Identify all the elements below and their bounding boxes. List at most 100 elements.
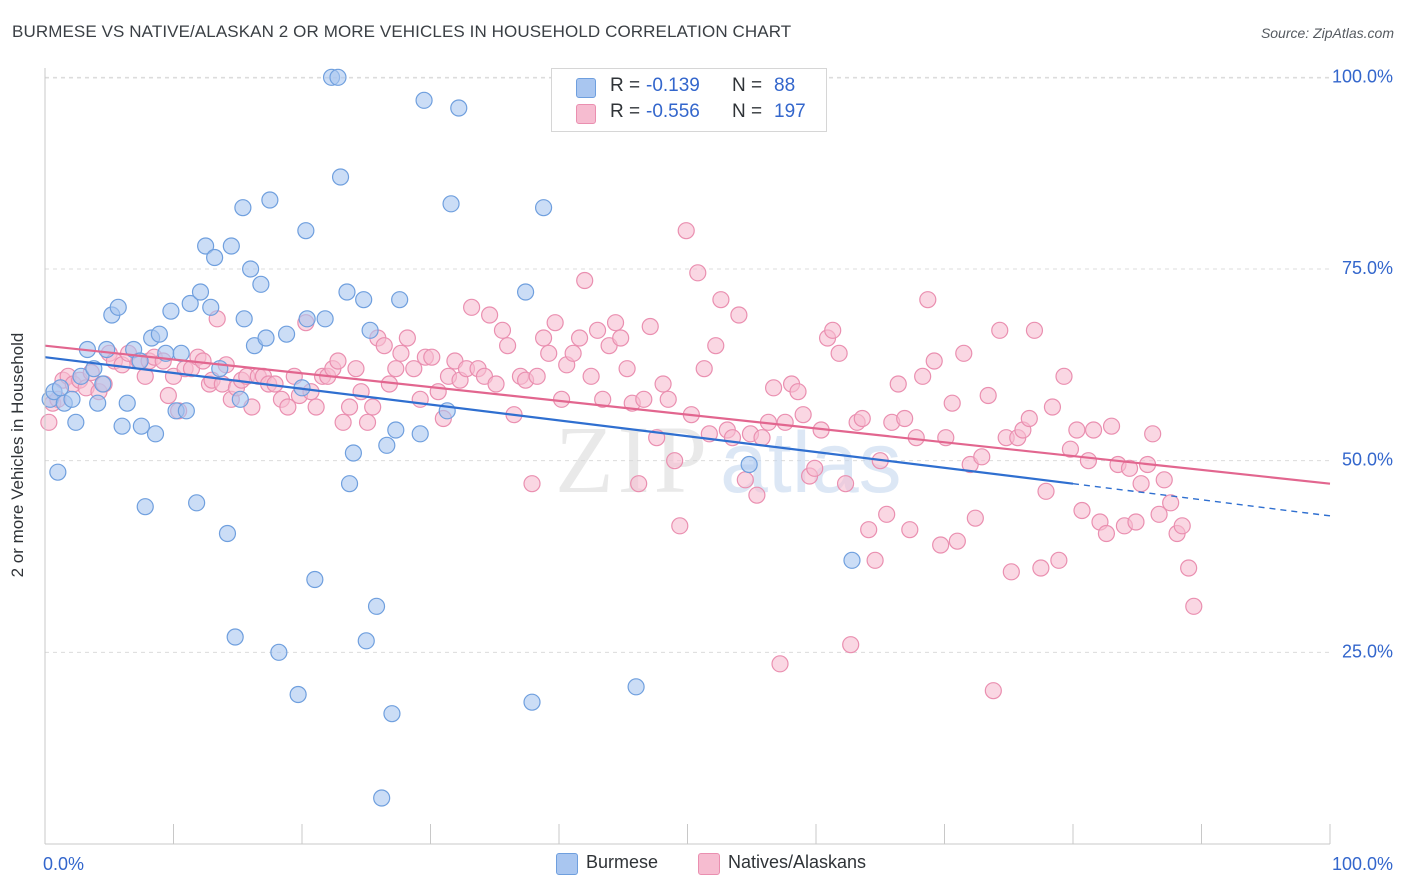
natives-point [1037,482,1055,500]
natives-point [546,314,564,332]
natives-point [329,352,347,370]
natives-point [606,314,625,332]
y-tick-label: 75.0% [1342,258,1393,278]
natives-point [493,321,512,339]
chart-title: BURMESE VS NATIVE/ALASKAN 2 OR MORE VEHI… [12,22,792,41]
natives-point [794,406,812,424]
burmese-point [109,298,127,316]
natives-point [540,344,558,362]
natives-legend-label: Natives/Alaskans [728,852,867,872]
burmese-point [367,597,386,615]
natives-point [925,352,943,370]
natives-point [764,379,783,397]
burmese-point [289,685,307,704]
burmese-legend-label: Burmese [586,852,659,872]
burmese-point [72,367,90,385]
x-tick-label: 100.0% [1332,854,1393,874]
natives-point [1162,494,1180,512]
burmese-point [261,191,279,209]
natives-point [695,360,713,378]
natives-point [824,321,842,339]
burmese-point [450,99,468,117]
natives-point [966,509,984,527]
natives-point [1079,452,1098,470]
natives-point [552,390,571,408]
natives-point [736,471,754,489]
natives-point [671,517,689,535]
natives-point [405,360,423,378]
burmese-point [627,678,645,696]
natives-point [340,398,359,416]
burmese-point [340,475,359,493]
burmese-point [298,310,316,328]
burmese-point [270,643,288,661]
burmese-point [202,298,220,316]
burmese-point [442,195,460,213]
natives-point [771,655,789,673]
natives-point [594,390,612,408]
burmese-point [118,394,136,412]
burmese-point [378,436,396,454]
burmese-point [357,632,375,650]
natives-point [159,386,177,405]
burmese-point [740,455,758,474]
burmese-point [234,199,252,217]
burmese-point [355,291,373,309]
natives-point [1043,398,1062,416]
natives-point [789,383,807,401]
burmese-point [150,325,168,343]
burmese-point [338,283,356,301]
natives-point [830,344,848,362]
natives-point [1025,321,1044,339]
natives-point [618,360,636,378]
burmese-point [235,310,253,328]
natives-point [689,264,707,282]
natives-point [1180,559,1198,577]
natives-point [1155,471,1173,489]
natives-point [1068,421,1086,439]
natives-point [712,291,730,309]
natives-point [612,329,630,347]
natives-point [666,452,684,470]
legend-row-natives: R = -0.556 N = 197 [552,100,826,126]
natives-point [748,486,766,504]
burmese-point [98,340,116,359]
burmese-point [306,570,324,589]
burmese-point [132,417,150,435]
natives-point [1132,475,1150,493]
natives-point [523,475,541,493]
natives-point [347,360,365,378]
natives-point [1073,501,1091,520]
burmese-point [181,294,199,313]
burmese-point [162,302,180,320]
burmese-point [231,390,249,408]
natives-point [1120,459,1139,477]
natives-point [635,390,653,408]
burmese-point [331,168,350,186]
natives-point [654,375,672,393]
burmese-point [226,628,244,646]
legend-r-label: R = [610,101,641,122]
natives-point [423,348,441,366]
natives-point [392,344,410,362]
natives-point [707,337,725,355]
burmese-point [297,222,315,240]
natives-point [1173,517,1191,535]
natives-point [576,271,594,290]
natives-point [973,448,991,466]
natives-point [984,682,1002,700]
correlation-legend: R = -0.139 N = 88 R = -0.556 N = 197 [551,68,827,132]
natives-point [481,306,499,324]
burmese-point [146,425,165,443]
natives-point [677,222,695,240]
burmese-point [177,402,195,420]
natives-point [866,551,884,569]
grid-layer [45,76,1330,653]
burmese-point [67,413,85,431]
burmese-point [49,463,67,481]
natives-point [836,475,855,493]
burmese-point [516,283,535,301]
y-tick-label: 100.0% [1332,66,1393,86]
legend-n-value: 197 [774,101,806,122]
legend-r-label: R = [610,75,641,96]
